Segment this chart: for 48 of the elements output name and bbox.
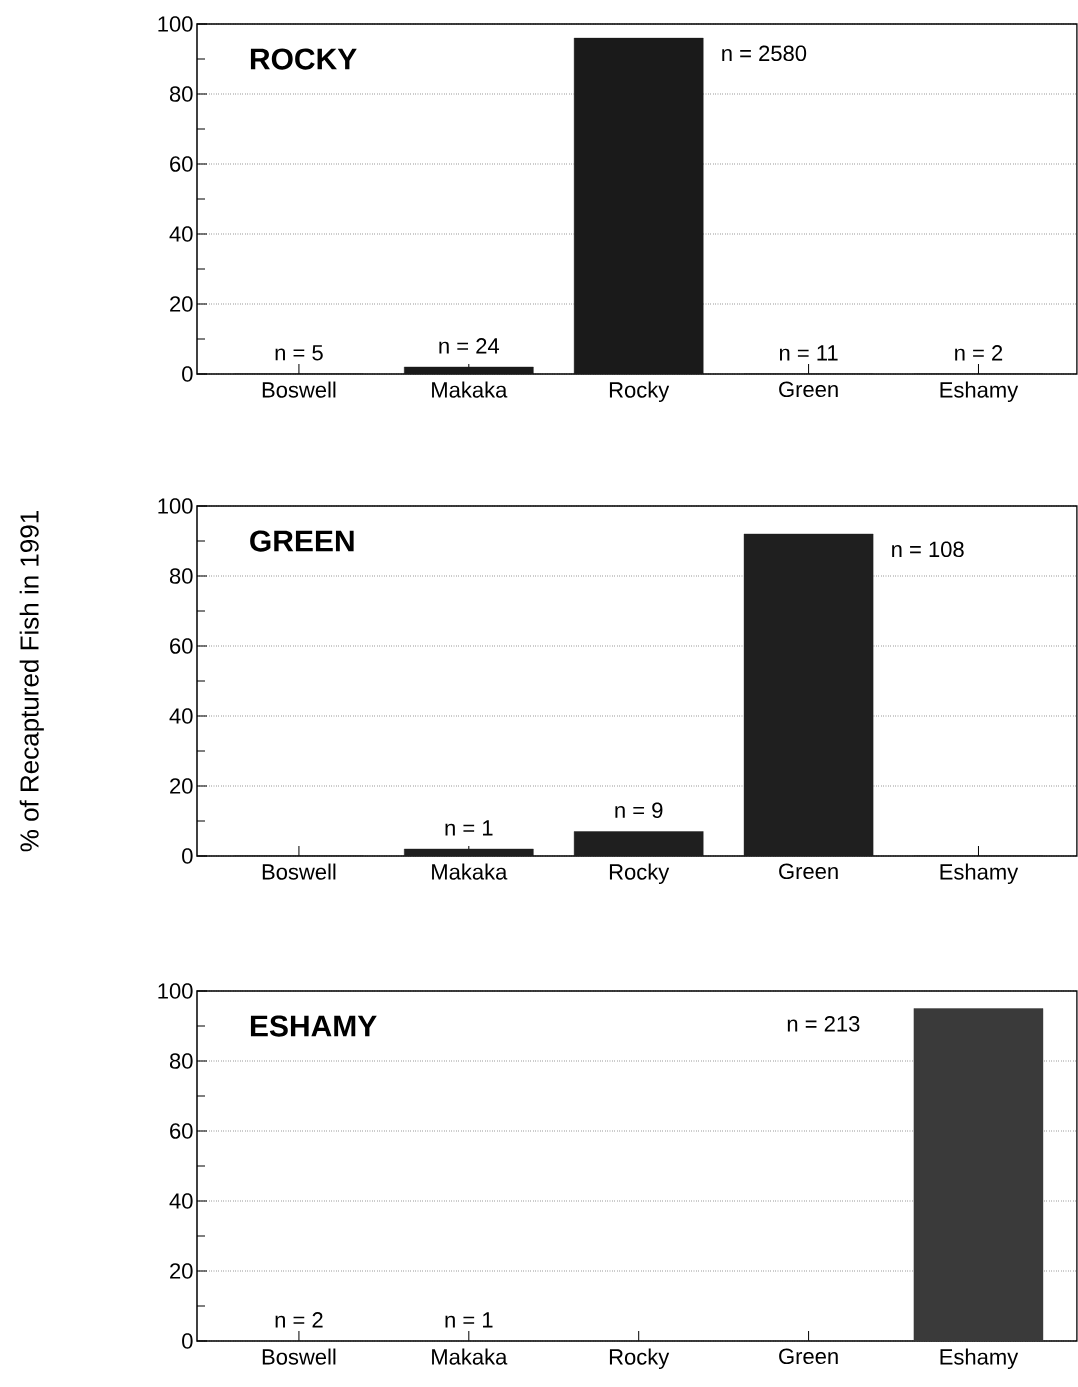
annotation: n = 5 [275, 345, 323, 361]
y-tick-label: 0 [182, 1333, 193, 1349]
y-tick-label: 60 [170, 1123, 193, 1139]
x-tick-label: Makaka [432, 863, 508, 880]
y-tick-label: 20 [170, 1263, 193, 1279]
annotation: n = 1 [445, 1312, 493, 1328]
annotation: n = 2580 [722, 45, 807, 62]
annotation: n = 108 [892, 541, 964, 558]
annotation: n = 1 [445, 820, 493, 836]
text: ESHAMY [251, 1015, 377, 1037]
y-tick-label: 60 [170, 156, 193, 172]
y-tick-label: 80 [170, 86, 193, 102]
x-tick-label: Makaka [432, 1348, 508, 1365]
y-tick-label: 20 [170, 778, 193, 794]
x-tick-label: Makaka [432, 381, 508, 398]
x-tick-label: Green [779, 1348, 838, 1365]
annotation: n = 213 [787, 1016, 860, 1032]
annotation: n = 11 [780, 345, 838, 361]
y-tick-label: 100 [158, 16, 193, 32]
y-tick-label: 100 [158, 983, 193, 999]
y-tick-label: 40 [169, 708, 193, 724]
y-tick-label: 80 [170, 568, 193, 584]
annotation: n = 2 [955, 345, 1003, 361]
x-tick-label: Eshamy [940, 863, 1019, 885]
y-tick-label: 60 [170, 638, 193, 654]
y-axis-title: % of Recaptured Fish in 1991 [19, 511, 44, 852]
x-tick-label: Rocky [610, 863, 670, 885]
x-tick-label: Rocky [610, 381, 670, 403]
y-tick-label: 100 [158, 498, 193, 514]
x-tick-label: Eshamy [940, 1348, 1019, 1370]
annotation: n = 9 [615, 802, 663, 818]
annotation: n = 24 [439, 338, 500, 354]
x-tick-label: Green [779, 381, 838, 398]
y-tick-label: 20 [170, 296, 193, 312]
x-tick-label: Eshamy [940, 381, 1019, 403]
x-tick-label: Boswell [262, 1348, 336, 1365]
annotation: n = 2 [275, 1312, 323, 1328]
x-tick-label: Green [779, 863, 838, 880]
x-tick-label: Rocky [610, 1348, 670, 1370]
x-tick-label: Boswell [262, 863, 336, 880]
y-tick-label: 80 [170, 1053, 193, 1069]
y-tick-label: 0 [182, 848, 193, 864]
y-tick-label: 0 [182, 366, 193, 382]
text: GREEN [250, 530, 354, 552]
x-tick-label: Boswell [262, 381, 336, 398]
text: ROCKY [251, 48, 357, 70]
y-tick-label: 40 [169, 226, 193, 242]
y-tick-label: 40 [169, 1193, 193, 1209]
